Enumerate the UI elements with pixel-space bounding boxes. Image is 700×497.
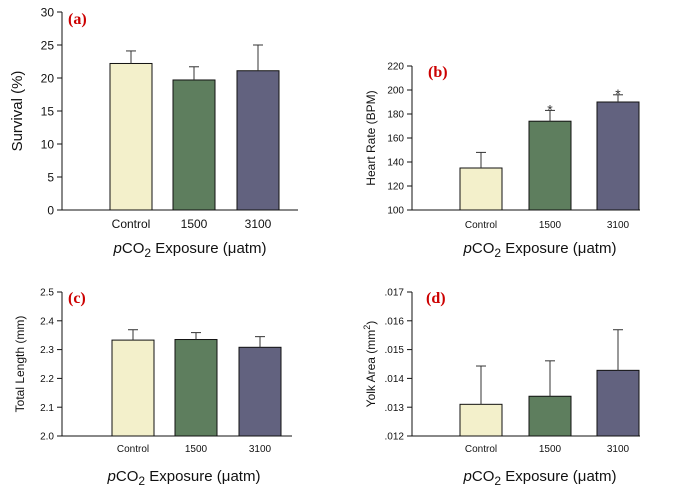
y-axis-title: Yolk Area (mm2) [362, 321, 378, 408]
bar-control [459, 167, 503, 211]
category-label-3100: 3100 [249, 444, 272, 455]
panel-label: (d) [426, 290, 446, 307]
x-axis-title-rest: Exposure ( [501, 240, 578, 257]
x-axis-title-co: CO [122, 240, 145, 257]
y-tick-label: .016 [385, 316, 405, 327]
x-axis-title-unit: atm) [586, 240, 616, 257]
x-axis-title-co: CO [472, 468, 495, 485]
y-tick-label: 25 [41, 38, 55, 52]
chart-panel-a: 0 5 10 15 20 25 30 Survival (%) Control 1500 3100 (… [9, 5, 298, 260]
x-axis-title-mu: μ [222, 468, 231, 485]
y-tick-label: 30 [41, 5, 55, 19]
category-label-control: Control [465, 444, 497, 455]
y-tick-label: 200 [387, 86, 404, 97]
y-tick-label: .015 [385, 345, 405, 356]
bar-control [459, 403, 503, 437]
x-axis-title-2: pCO2 Exposure (μatm) [107, 468, 261, 488]
bar-3100 [236, 70, 280, 211]
x-axis-title-rest: Exposure ( [145, 468, 222, 485]
y-tick-label: .014 [385, 374, 405, 385]
y-tick-label: .012 [385, 432, 405, 443]
bar-1500 [528, 395, 572, 437]
x-axis-title-p: p [113, 240, 122, 257]
bar-3100 [238, 346, 282, 437]
bar-3100 [596, 369, 640, 437]
category-label-3100: 3100 [607, 444, 630, 455]
x-axis-title-unit: atm) [230, 468, 260, 485]
y-tick-label: 2.5 [40, 288, 54, 299]
y-tick-label: 0 [47, 203, 54, 217]
x-axis-title-1: pCO2 Exposure (μatm) [463, 240, 617, 260]
y-axis-title-close: ) [364, 321, 378, 325]
category-label-control: Control [465, 220, 497, 231]
y-tick-label: .017 [385, 288, 405, 299]
bar-1500 [528, 120, 572, 211]
x-axis-title-sub: 2 [144, 246, 151, 260]
chart-panel-b: 100 120 140 160 180 200 220 Heart Rate (BPM) Con… [364, 62, 640, 260]
panel-label: (b) [428, 64, 448, 81]
x-axis-title-co: CO [116, 468, 139, 485]
y-tick-label: 2.4 [40, 316, 54, 327]
x-axis-title-unit: atm) [586, 468, 616, 485]
x-axis-title-rest: Exposure ( [151, 240, 228, 257]
y-tick-label: 180 [387, 110, 404, 121]
y-tick-label: 2.0 [40, 432, 54, 443]
panel-label: (a) [68, 11, 87, 28]
x-axis-title-3: pCO2 Exposure (μatm) [463, 468, 617, 488]
x-axis-title-mu: μ [578, 240, 587, 257]
x-axis-title-sub: 2 [494, 474, 501, 488]
y-tick-label: 20 [41, 71, 55, 85]
y-tick-label: .013 [385, 403, 405, 414]
y-tick-label: 160 [387, 134, 404, 145]
chart-panel-c: 2.0 2.1 2.2 2.3 2.4 2.5 Total Length (mm) Contr… [13, 288, 292, 488]
y-tick-label: 120 [387, 182, 404, 193]
bar-1500 [174, 339, 218, 437]
bar-control [109, 62, 153, 211]
significance-star-3100: * [615, 86, 621, 102]
y-axis-title: Heart Rate (BPM) [364, 90, 378, 185]
x-axis-title-rest: Exposure ( [501, 468, 578, 485]
x-axis-title-co: CO [472, 240, 495, 257]
category-label-1500: 1500 [539, 444, 562, 455]
x-axis-title-p: p [107, 468, 116, 485]
y-tick-label: 15 [41, 104, 55, 118]
x-axis-title-unit: atm) [236, 240, 266, 257]
x-axis-title-sub: 2 [494, 246, 501, 260]
bar-1500 [172, 79, 216, 211]
y-axis-title-main: Yolk Area (mm [364, 330, 378, 408]
y-tick-label: 5 [47, 170, 54, 184]
bar-control [111, 339, 155, 437]
panel-label: (c) [68, 290, 86, 307]
x-axis-title-p: p [463, 468, 472, 485]
bar-3100 [596, 101, 640, 211]
category-label-1500: 1500 [539, 220, 562, 231]
y-tick-label: 140 [387, 158, 404, 169]
y-axis-title: Total Length (mm) [13, 316, 27, 413]
category-label-1500: 1500 [185, 444, 208, 455]
x-axis-title-sub: 2 [138, 474, 145, 488]
y-tick-label: 2.2 [40, 374, 54, 385]
x-axis-title-0: pCO2 Exposure (μatm) [113, 240, 267, 260]
category-label-1500: 1500 [181, 217, 208, 231]
y-tick-label: 220 [387, 62, 404, 73]
category-label-3100: 3100 [245, 217, 272, 231]
x-axis-title-mu: μ [578, 468, 587, 485]
y-axis-title: Survival (%) [9, 71, 26, 152]
y-tick-label: 100 [387, 206, 404, 217]
category-label-control: Control [112, 217, 151, 231]
y-tick-label: 2.3 [40, 345, 54, 356]
y-axis-title-sup: 2 [362, 325, 372, 330]
x-axis-title-p: p [463, 240, 472, 257]
y-tick-label: 10 [41, 137, 55, 151]
category-label-control: Control [117, 444, 149, 455]
significance-star-1500: * [547, 101, 553, 117]
x-axis-title-mu: μ [228, 240, 237, 257]
category-label-3100: 3100 [607, 220, 630, 231]
y-tick-label: 2.1 [40, 403, 54, 414]
